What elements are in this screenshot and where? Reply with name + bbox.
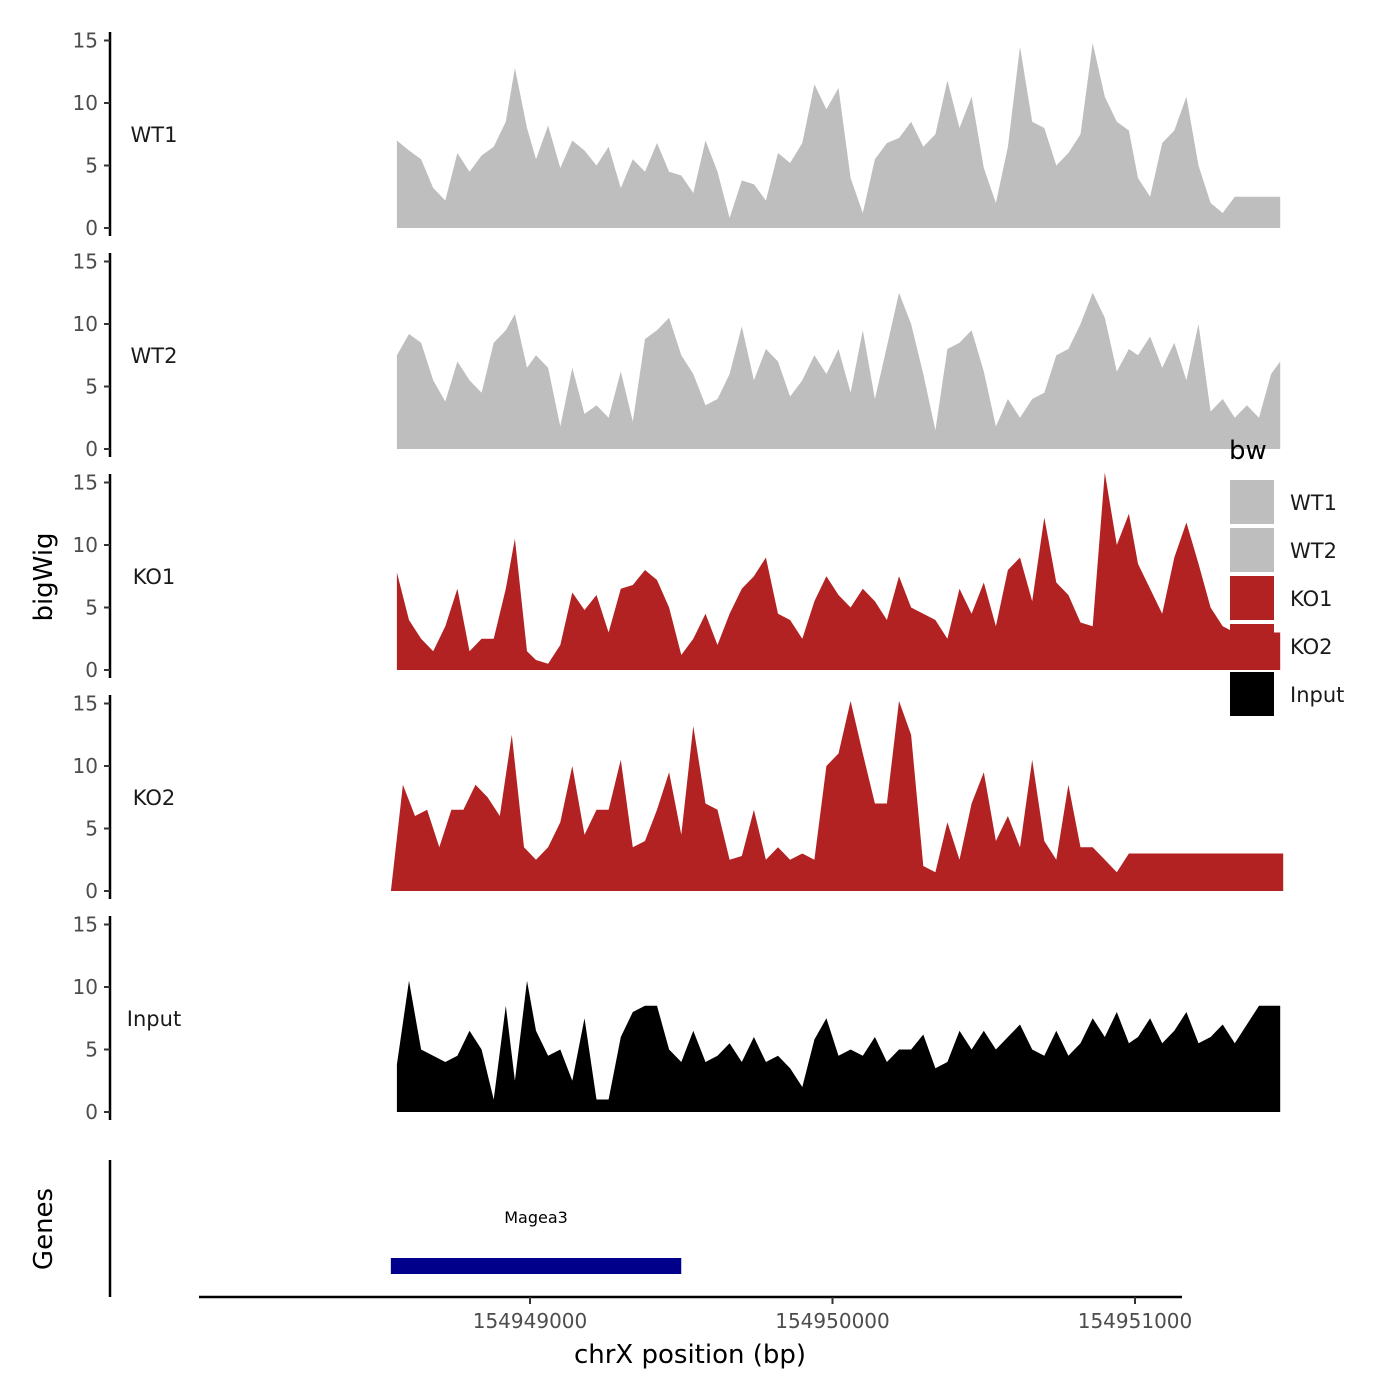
legend-label: Input <box>1290 683 1344 707</box>
area-ko1 <box>396 472 1281 670</box>
track-label: KO2 <box>133 786 176 810</box>
gene-label: Magea3 <box>504 1208 568 1227</box>
y-tick-label: 15 <box>73 29 98 53</box>
gene-body-magea3 <box>390 1258 682 1274</box>
y-axis-title: bigWig <box>29 532 59 621</box>
x-tick-label: 154951000 <box>1078 1309 1193 1333</box>
legend-label: WT2 <box>1290 539 1337 563</box>
x-axis-title: chrX position (bp) <box>574 1340 806 1370</box>
track-label: WT2 <box>131 344 178 368</box>
legend-label: WT1 <box>1290 491 1337 515</box>
y-tick-label: 15 <box>73 913 98 937</box>
track-input: 0 5 10 15 Input <box>73 913 1281 1124</box>
legend-key-ko1 <box>1230 576 1274 620</box>
y-tick-label: 15 <box>73 250 98 274</box>
y-tick-label: 5 <box>85 375 98 399</box>
area-input <box>396 980 1281 1112</box>
y-tick-label: 5 <box>85 817 98 841</box>
y-tick-label: 10 <box>73 754 98 778</box>
legend-title: bw <box>1229 436 1267 466</box>
legend-key-input <box>1230 672 1274 716</box>
y-tick-label: 15 <box>73 692 98 716</box>
legend-label: KO1 <box>1290 587 1333 611</box>
legend-label: KO2 <box>1290 635 1333 659</box>
y-tick-label: 5 <box>85 154 98 178</box>
track-wt1: 0 5 10 15 WT1 <box>73 29 1281 240</box>
track-label: Input <box>127 1007 181 1031</box>
y-tick-label: 0 <box>85 1100 98 1124</box>
y-tick-label: 15 <box>73 471 98 495</box>
area-wt1 <box>396 43 1281 228</box>
y-tick-label: 0 <box>85 658 98 682</box>
track-ko2: 0 5 10 15 KO2 <box>73 692 1284 903</box>
track-label: KO1 <box>133 565 176 589</box>
y-tick-label: 5 <box>85 1038 98 1062</box>
legend-key-wt2 <box>1230 528 1274 572</box>
legend: bw WT1 WT2 KO1 KO2 Input <box>1229 436 1344 716</box>
x-tick-label: 154950000 <box>775 1309 890 1333</box>
area-ko2 <box>390 701 1284 891</box>
y-tick-label: 10 <box>73 975 98 999</box>
area-wt2 <box>396 292 1281 449</box>
y-tick-label: 0 <box>85 879 98 903</box>
y-tick-label: 5 <box>85 596 98 620</box>
track-ko1: 0 5 10 15 KO1 <box>73 471 1281 682</box>
gene-panel: Magea3 <box>108 1160 682 1297</box>
y-tick-label: 10 <box>73 312 98 336</box>
gene-axis-title: Genes <box>29 1188 59 1270</box>
y-tick-label: 0 <box>85 437 98 461</box>
legend-key-ko2 <box>1230 624 1274 668</box>
tracks-group: 0 5 10 15 WT1 0 5 10 15 WT2 0 5 10 15 KO1 0 5 10 15 KO2 0 5 10… <box>73 29 1284 1124</box>
y-tick-label: 10 <box>73 91 98 115</box>
y-tick-label: 10 <box>73 533 98 557</box>
y-tick-label: 0 <box>85 216 98 240</box>
x-axis: 154949000 154950000 154951000 <box>199 1295 1193 1333</box>
track-wt2: 0 5 10 15 WT2 <box>73 250 1281 461</box>
track-label: WT1 <box>131 123 178 147</box>
x-tick-label: 154949000 <box>473 1309 588 1333</box>
legend-key-wt1 <box>1230 480 1274 524</box>
